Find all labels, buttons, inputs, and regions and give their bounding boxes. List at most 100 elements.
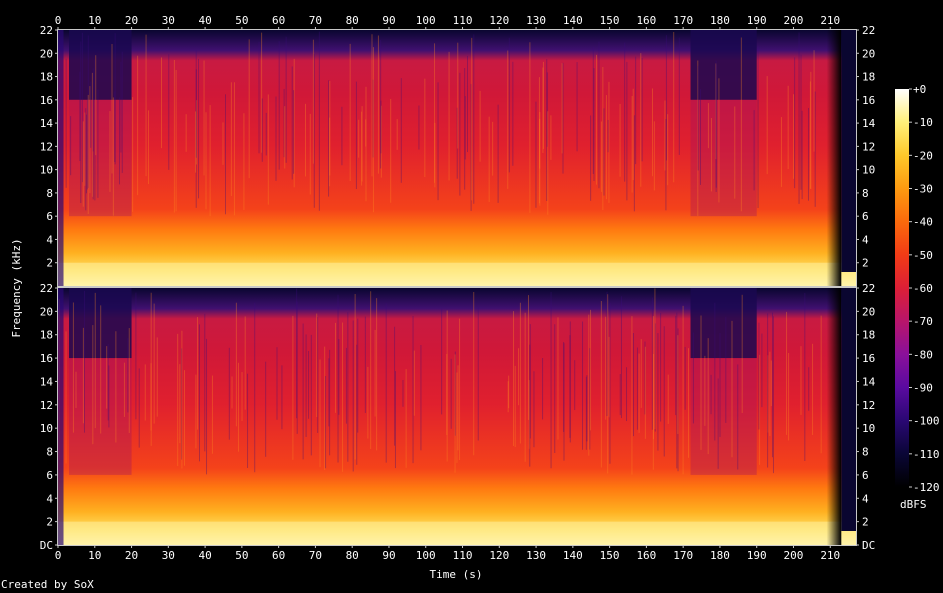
x-tick-label-bottom: 140 (563, 549, 583, 562)
y-tick-label-left: DC (40, 539, 53, 552)
silence-tail (841, 30, 856, 272)
y-tick-label-left: 22 (40, 24, 53, 37)
x-axis-label: Time (s) (430, 568, 483, 581)
y-tick-label-right: 6 (862, 469, 869, 482)
cutoff-segment-shade (69, 358, 132, 475)
low-frequency-band (58, 262, 856, 286)
y-tick-label-left: 18 (40, 71, 53, 84)
y-tick-label-right: 2 (862, 257, 869, 270)
y-tick-label-left: 2 (46, 257, 53, 270)
x-tick-label-bottom: 170 (673, 549, 693, 562)
x-tick-label-bottom: 20 (125, 549, 138, 562)
x-tick-label-bottom: 200 (784, 549, 804, 562)
x-tick-label-bottom: 10 (88, 549, 101, 562)
panel-frame (57, 287, 857, 546)
x-tick-label-top: 10 (88, 14, 101, 27)
colorbar-tick-label: -30 (913, 183, 933, 196)
y-tick-label-right: 12 (862, 399, 875, 412)
x-tick-label-bottom: 80 (346, 549, 359, 562)
silence-tail (841, 288, 856, 531)
y-tick-label-right: 2 (862, 516, 869, 529)
channel-1-spectrogram (58, 30, 856, 286)
x-tick-label-bottom: 130 (526, 549, 546, 562)
y-tick-label-left: 20 (40, 47, 53, 60)
colorbar-tick-label: -40 (913, 216, 933, 229)
y-tick-label-right: 16 (862, 94, 875, 107)
y-tick-label-right: 18 (862, 329, 875, 342)
x-tick-label-top: 180 (710, 14, 730, 27)
y-tick-label-right: DC (862, 539, 875, 552)
x-tick-label-top: 0 (55, 14, 62, 27)
y-tick-label-right: 14 (862, 375, 876, 388)
colorbar-tick-label: -10 (913, 116, 933, 129)
y-tick-label-right: 8 (862, 187, 869, 200)
y-tick-label-right: 10 (862, 422, 875, 435)
y-tick-label-left: 4 (46, 492, 53, 505)
x-tick-label-bottom: 40 (198, 549, 211, 562)
x-tick-label-top: 110 (453, 14, 473, 27)
y-tick-label-left: 4 (46, 233, 53, 246)
y-tick-label-right: 8 (862, 446, 869, 459)
cutoff-segment (690, 30, 757, 100)
y-axis-label: Frequency (kHz) (10, 238, 23, 337)
x-tick-label-bottom: 60 (272, 549, 285, 562)
y-tick-label-left: 2 (46, 516, 53, 529)
x-tick-label-top: 90 (382, 14, 395, 27)
y-tick-label-left: 8 (46, 187, 53, 200)
x-tick-label-top: 70 (309, 14, 322, 27)
y-tick-label-right: 16 (862, 352, 875, 365)
y-tick-label-left: 20 (40, 305, 53, 318)
y-tick-label-left: 12 (40, 399, 53, 412)
x-tick-label-bottom: 160 (636, 549, 656, 562)
cutoff-segment (69, 30, 132, 100)
colorbar (895, 89, 909, 487)
y-tick-label-left: 16 (40, 94, 53, 107)
x-tick-label-top: 100 (416, 14, 436, 27)
y-tick-label-left: 6 (46, 469, 53, 482)
y-tick-label-right: 20 (862, 305, 875, 318)
x-tick-label-top: 20 (125, 14, 138, 27)
x-tick-label-top: 160 (636, 14, 656, 27)
cutoff-segment (690, 288, 757, 359)
fade-in (58, 288, 64, 545)
y-tick-label-left: 16 (40, 352, 53, 365)
x-tick-label-top: 210 (820, 14, 840, 27)
y-tick-label-left: 14 (40, 375, 54, 388)
colorbar-tick-label: -90 (913, 382, 933, 395)
y-tick-label-right: 22 (862, 282, 875, 295)
colorbar-tick-label: -50 (913, 249, 933, 262)
y-tick-label-left: 10 (40, 422, 53, 435)
cutoff-segment-shade (690, 99, 757, 217)
x-tick-label-top: 130 (526, 14, 546, 27)
y-tick-label-left: 14 (40, 117, 54, 130)
y-tick-label-right: 20 (862, 47, 875, 60)
x-tick-label-top: 190 (747, 14, 767, 27)
colorbar-tick-label: -70 (913, 315, 933, 328)
x-tick-label-bottom: 50 (235, 549, 248, 562)
cutoff-segment-shade (690, 358, 757, 475)
x-tick-label-top: 150 (600, 14, 620, 27)
colorbar-label: dBFS (900, 498, 927, 511)
x-tick-label-bottom: 110 (453, 549, 473, 562)
x-tick-label-bottom: 190 (747, 549, 767, 562)
y-tick-label-right: 4 (862, 492, 869, 505)
cutoff-segment (69, 288, 132, 359)
colorbar-tick-label: -120 (913, 481, 940, 494)
y-tick-label-left: 22 (40, 282, 53, 295)
x-tick-label-top: 50 (235, 14, 248, 27)
x-tick-label-bottom: 100 (416, 549, 436, 562)
colorbar-tick-label: -110 (913, 448, 940, 461)
colorbar-tick-label: -20 (913, 149, 933, 162)
channel-2-spectrogram (58, 288, 856, 545)
x-tick-label-top: 40 (198, 14, 211, 27)
y-tick-label-left: 18 (40, 329, 53, 342)
colorbar-tick-label: +0 (913, 83, 926, 96)
x-tick-label-top: 120 (489, 14, 509, 27)
y-tick-label-right: 22 (862, 24, 875, 37)
x-tick-label-top: 140 (563, 14, 583, 27)
x-tick-label-bottom: 180 (710, 549, 730, 562)
y-tick-label-right: 10 (862, 164, 875, 177)
y-tick-label-right: 6 (862, 210, 869, 223)
colorbar-tick-label: -60 (913, 282, 933, 295)
